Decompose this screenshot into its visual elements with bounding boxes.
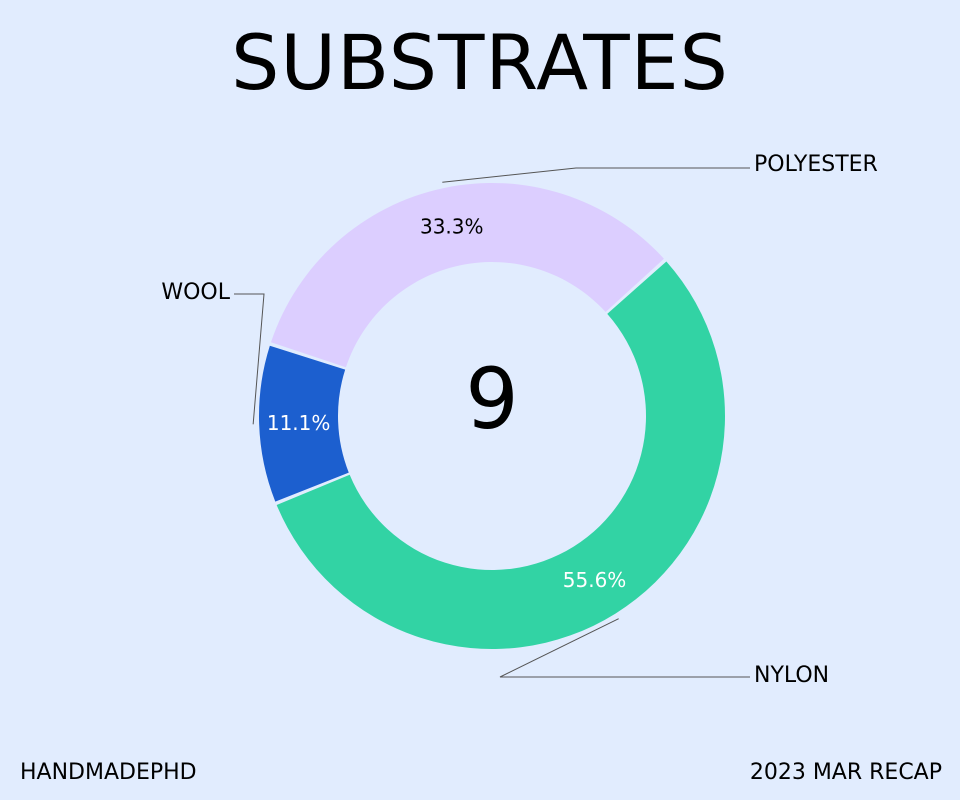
leader-line-nylon (499, 618, 750, 678)
percent-label-wool: 11.1% (267, 411, 331, 435)
category-label-polyester: POLYESTER (754, 152, 878, 177)
slice-wool (259, 345, 349, 502)
percent-label-nylon: 55.6% (563, 568, 627, 592)
leader-line-polyester (442, 167, 750, 183)
leader-line-wool (234, 293, 265, 425)
slice-nylon (276, 261, 726, 650)
slice-polyester (270, 182, 664, 368)
page-title: SUBSTRATES (231, 18, 729, 107)
percent-label-polyester: 33.3% (420, 215, 484, 239)
center-total-label: 9 (465, 350, 518, 448)
footer-period: 2023 MAR RECAP (749, 760, 942, 785)
category-label-wool: WOOL (161, 280, 230, 305)
footer-brand: HANDMADEPHD (20, 760, 197, 785)
category-label-nylon: NYLON (754, 663, 829, 688)
